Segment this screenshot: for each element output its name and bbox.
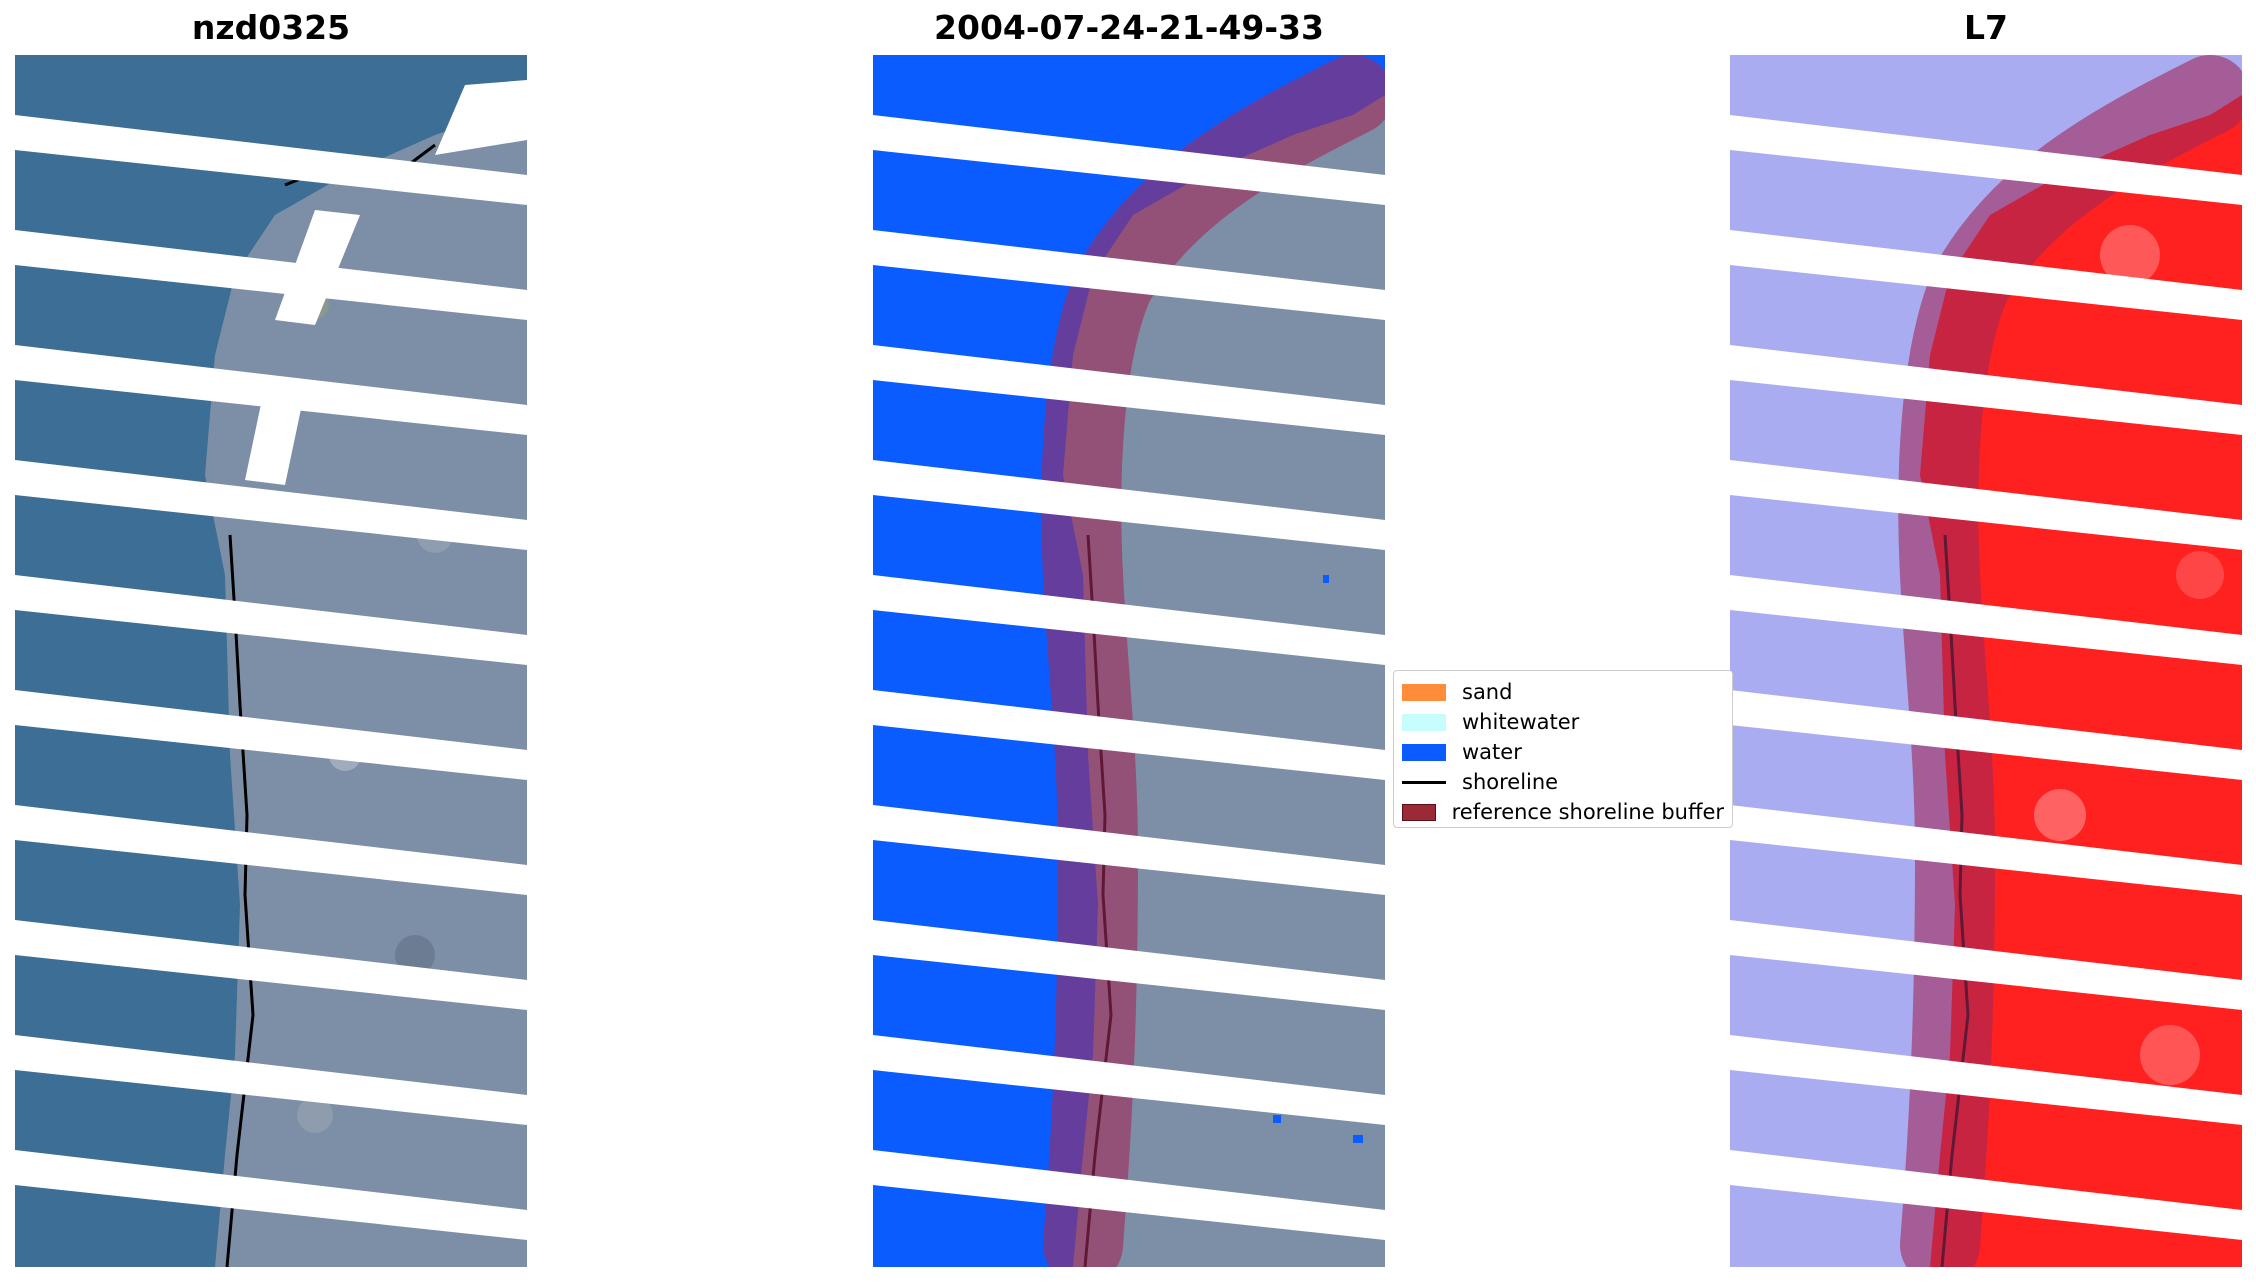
legend-label: water <box>1462 740 1522 764</box>
shoreline-line-swatch <box>1402 780 1446 784</box>
legend-item-buffer: reference shoreline buffer <box>1402 797 1724 827</box>
scan-line-gaps <box>1730 115 2242 1240</box>
legend-label: shoreline <box>1462 770 1559 794</box>
legend-label: reference shoreline buffer <box>1451 800 1724 824</box>
panel-title-right: L7 <box>1964 8 2008 47</box>
scan-line-gaps <box>15 80 527 1240</box>
legend-label: whitewater <box>1462 710 1580 734</box>
legend-item-water: water <box>1402 737 1724 767</box>
sand-swatch <box>1402 683 1446 701</box>
whitewater-swatch <box>1402 713 1446 731</box>
reference-shoreline-buffer <box>1898 55 2242 1267</box>
scan-line-gaps <box>873 115 1385 1240</box>
reference-shoreline-buffer <box>1041 55 1385 1267</box>
legend-item-whitewater: whitewater <box>1402 707 1724 737</box>
legend: sand whitewater water shoreline referenc… <box>1393 670 1733 828</box>
index-image-panel <box>1730 55 2242 1267</box>
panel-title-middle: 2004-07-24-21-49-33 <box>934 8 1324 47</box>
classified-image-panel <box>873 55 1385 1267</box>
water-swatch <box>1402 743 1446 761</box>
legend-item-shoreline: shoreline <box>1402 767 1724 797</box>
legend-label: sand <box>1462 680 1513 704</box>
legend-item-sand: sand <box>1402 677 1724 707</box>
buffer-swatch <box>1402 803 1436 821</box>
panel-title-left: nzd0325 <box>191 8 351 47</box>
rgb-image-panel <box>15 55 527 1267</box>
